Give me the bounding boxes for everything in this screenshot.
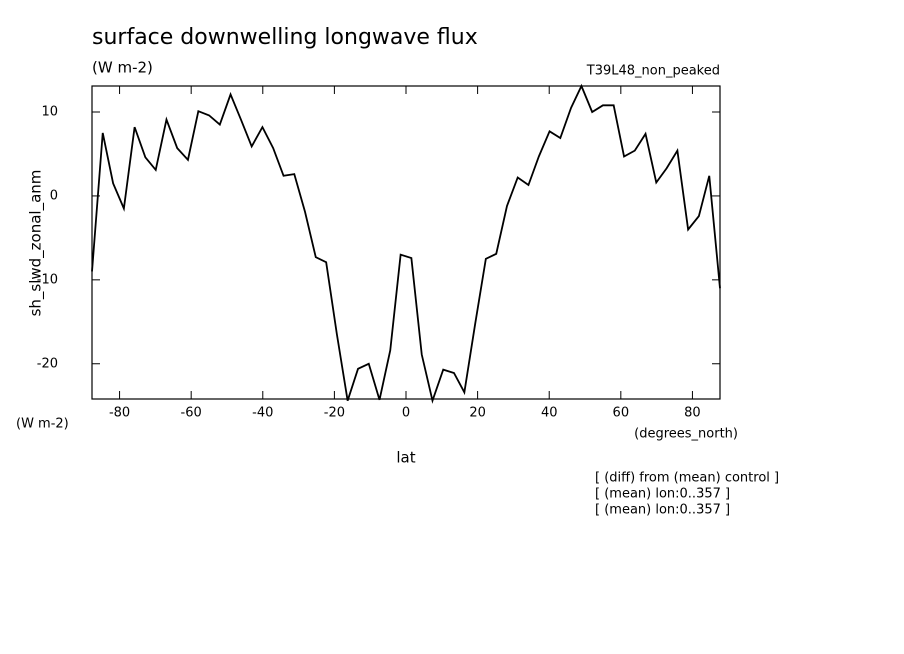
y-tick-label: 10 bbox=[41, 105, 58, 120]
y-tick-label: 0 bbox=[50, 188, 58, 203]
x-tick-label: 20 bbox=[469, 406, 486, 421]
plot-frame bbox=[91, 85, 721, 400]
x-units: (degrees_north) bbox=[634, 427, 738, 442]
x-tick-label: -60 bbox=[181, 406, 202, 421]
x-axis-label: lat bbox=[396, 449, 415, 467]
x-tick-label: 80 bbox=[684, 406, 701, 421]
x-tick-label: 60 bbox=[613, 406, 630, 421]
experiment-label: T39L48_non_peaked bbox=[586, 64, 720, 79]
x-tick-label: -20 bbox=[324, 406, 345, 421]
y-tick-label: -20 bbox=[37, 356, 58, 371]
note: [ (mean) lon:0..357 ] bbox=[595, 487, 730, 502]
y-units: (W m-2) bbox=[16, 417, 69, 432]
subtitle: (W m-2) bbox=[92, 59, 153, 77]
note: [ (mean) lon:0..357 ] bbox=[595, 503, 730, 518]
y-tick-label: -10 bbox=[37, 272, 58, 287]
y-axis-label: sh_slwd_zonal_anm bbox=[27, 170, 46, 317]
x-tick-label: -40 bbox=[252, 406, 273, 421]
x-tick-label: 40 bbox=[541, 406, 558, 421]
x-tick-label: 0 bbox=[402, 406, 410, 421]
chart-title: surface downwelling longwave flux bbox=[92, 25, 478, 50]
note: [ (diff) from (mean) control ] bbox=[595, 471, 779, 486]
x-tick-label: -80 bbox=[109, 406, 130, 421]
data-line bbox=[91, 83, 721, 404]
